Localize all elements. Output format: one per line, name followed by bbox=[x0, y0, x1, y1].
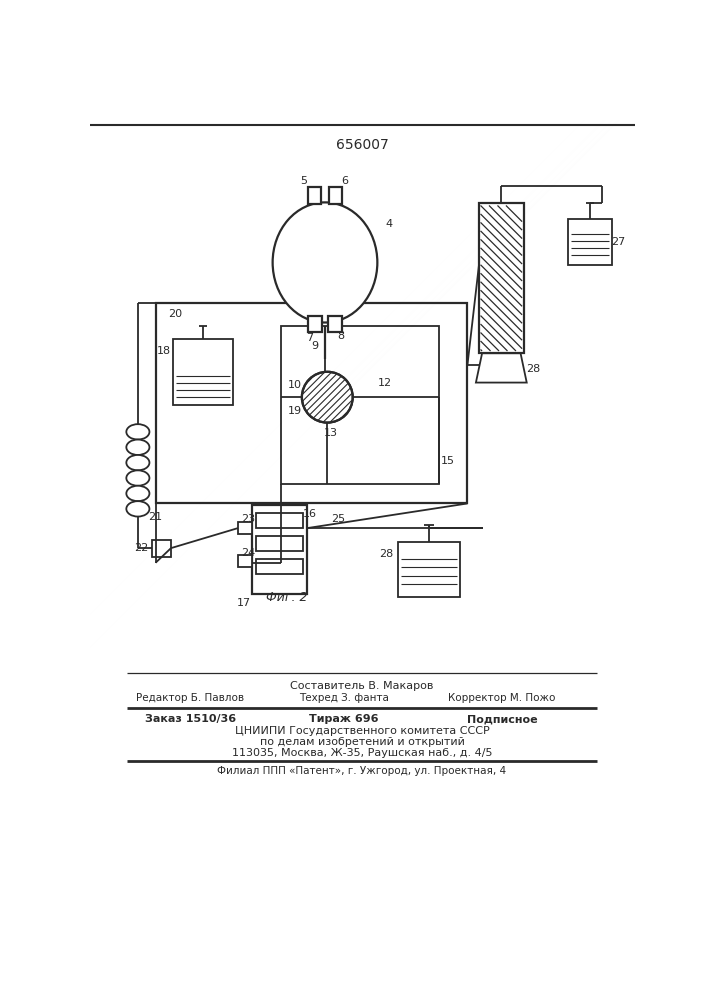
Text: 14: 14 bbox=[327, 396, 341, 406]
Text: 15: 15 bbox=[441, 456, 455, 466]
Text: Составитель В. Макаров: Составитель В. Макаров bbox=[291, 681, 433, 691]
Text: 3: 3 bbox=[277, 238, 284, 248]
Text: 11: 11 bbox=[327, 378, 341, 388]
Text: 24: 24 bbox=[241, 548, 255, 558]
Bar bbox=[152, 540, 171, 557]
Text: 10: 10 bbox=[288, 380, 302, 390]
Bar bbox=[328, 316, 342, 332]
Bar bbox=[156, 303, 467, 503]
Text: 1: 1 bbox=[273, 261, 280, 271]
Bar bbox=[238, 522, 252, 534]
Text: 4: 4 bbox=[385, 219, 392, 229]
Text: 8: 8 bbox=[337, 331, 344, 341]
Bar bbox=[281, 326, 439, 484]
Text: 28: 28 bbox=[380, 549, 394, 559]
Ellipse shape bbox=[127, 440, 149, 455]
Text: 18: 18 bbox=[157, 346, 171, 356]
Bar bbox=[173, 339, 233, 405]
Bar bbox=[398, 542, 460, 597]
Bar bbox=[308, 316, 322, 332]
Text: 28: 28 bbox=[526, 364, 540, 374]
Text: 19: 19 bbox=[288, 406, 302, 416]
Circle shape bbox=[302, 372, 353, 423]
Text: Корректор М. Пожо: Корректор М. Пожо bbox=[448, 693, 556, 703]
Text: Филиал ППП «Патент», г. Ужгород, ул. Проектная, 4: Филиал ППП «Патент», г. Ужгород, ул. Про… bbox=[217, 766, 506, 776]
Text: 6: 6 bbox=[341, 176, 349, 186]
Text: 21: 21 bbox=[148, 512, 162, 522]
Text: 25: 25 bbox=[331, 514, 345, 524]
Ellipse shape bbox=[127, 486, 149, 501]
Text: 23: 23 bbox=[241, 514, 255, 524]
Text: Тираж 696: Тираж 696 bbox=[310, 714, 379, 724]
Text: Техред З. фанта: Техред З. фанта bbox=[299, 693, 389, 703]
Text: 113035, Москва, Ж-35, Раушская наб., д. 4/5: 113035, Москва, Ж-35, Раушская наб., д. … bbox=[232, 748, 492, 758]
Bar bbox=[308, 187, 321, 204]
Ellipse shape bbox=[127, 501, 149, 517]
Text: по делам изобретений и открытий: по делам изобретений и открытий bbox=[259, 737, 464, 747]
Ellipse shape bbox=[127, 470, 149, 486]
Text: Подписное: Подписное bbox=[467, 714, 537, 724]
Ellipse shape bbox=[273, 202, 378, 323]
Bar bbox=[238, 555, 252, 567]
Bar bbox=[257, 559, 303, 574]
Text: 20: 20 bbox=[168, 309, 182, 319]
Bar bbox=[252, 505, 308, 594]
Text: 17: 17 bbox=[237, 598, 251, 608]
Text: 5: 5 bbox=[300, 176, 307, 186]
Bar bbox=[329, 187, 342, 204]
Ellipse shape bbox=[127, 455, 149, 470]
Bar bbox=[257, 513, 303, 528]
Text: 9: 9 bbox=[311, 341, 319, 351]
Ellipse shape bbox=[127, 424, 149, 440]
Text: ЦНИИПИ Государственного комитета СССР: ЦНИИПИ Государственного комитета СССР bbox=[235, 726, 489, 736]
Bar bbox=[568, 219, 612, 265]
Text: Редактор Б. Павлов: Редактор Б. Павлов bbox=[136, 693, 245, 703]
Text: Фиг. 2: Фиг. 2 bbox=[266, 591, 308, 604]
Bar bbox=[479, 203, 524, 353]
Text: 13: 13 bbox=[324, 428, 338, 438]
Text: 7: 7 bbox=[306, 333, 313, 343]
Text: 12: 12 bbox=[378, 378, 392, 388]
Bar bbox=[257, 536, 303, 551]
Polygon shape bbox=[476, 353, 527, 383]
Text: 27: 27 bbox=[612, 237, 626, 247]
Text: Заказ 1510/36: Заказ 1510/36 bbox=[145, 714, 236, 724]
Text: 16: 16 bbox=[303, 509, 317, 519]
Text: 656007: 656007 bbox=[336, 138, 388, 152]
Text: 22: 22 bbox=[134, 543, 149, 553]
